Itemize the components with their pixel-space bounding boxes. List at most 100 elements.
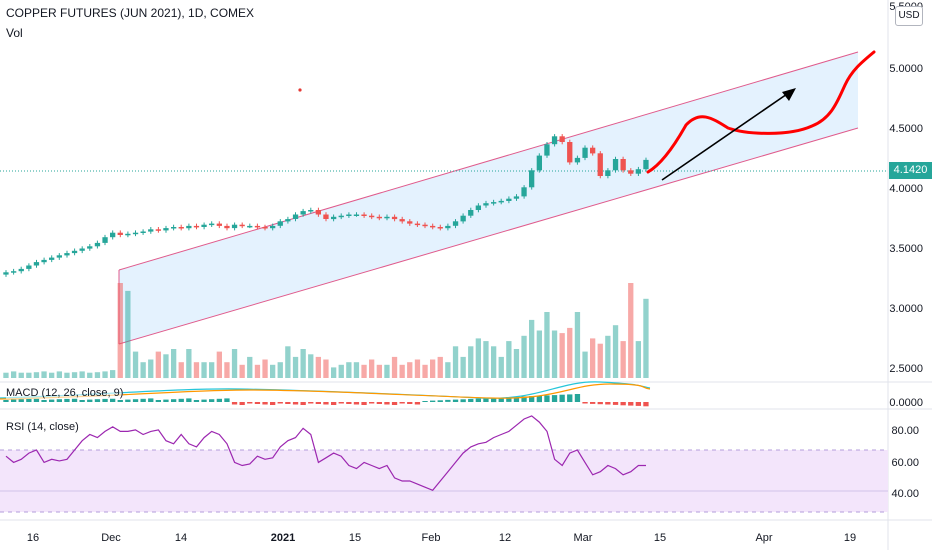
candle-body [643, 159, 649, 170]
macd-hist-bar [56, 399, 62, 402]
macd-hist-bar [452, 399, 459, 402]
volume-bar [270, 364, 276, 378]
volume-bar [353, 362, 360, 378]
macd-signal-line [0, 383, 651, 400]
macd-hist-bar [414, 402, 421, 405]
candle-body [79, 248, 85, 251]
macd-hist-bar [536, 395, 542, 403]
macd-hist-bar [178, 398, 184, 402]
time-axis[interactable]: 16 Dec 14 2021 15 Feb 12 Mar 15 Apr 19 [27, 532, 856, 544]
macd-hist-bar [125, 399, 131, 402]
time-tick-label: 15 [349, 532, 361, 544]
candle-body [521, 187, 527, 197]
candle-body [270, 225, 276, 229]
macd-hist-bar [635, 402, 641, 406]
volume-bar [178, 362, 184, 378]
macd-hist-bar [239, 402, 245, 405]
macd-hist-bar [331, 402, 337, 405]
macd-hist-bar [574, 394, 581, 402]
candle-body [483, 203, 489, 206]
volume-bar [513, 349, 520, 378]
price-axis[interactable]: 5.50005.00004.50004.00003.50003.00002.50… [889, 1, 923, 375]
candle-body [18, 268, 24, 272]
macd-hist-bar [300, 402, 306, 405]
candles [3, 134, 649, 277]
candle-body [468, 210, 474, 216]
macd-hist-bar [544, 395, 550, 402]
candle-body [559, 136, 565, 142]
candle-body [201, 224, 207, 227]
candle-body [331, 216, 337, 220]
candle-body [590, 147, 596, 154]
macd-hist-bar [277, 402, 283, 404]
candle-body [110, 232, 116, 238]
macd-tick-label: 0.0000 [889, 397, 923, 409]
candle-body [300, 211, 306, 215]
candle-body [254, 225, 261, 228]
candle-body [506, 198, 512, 201]
volume-bar [155, 351, 161, 378]
rsi-tick-label: 80.00 [891, 425, 919, 437]
rsi-label[interactable]: RSI (14, close) [6, 421, 79, 433]
candle-body [64, 253, 70, 256]
macd-hist-bar [87, 399, 93, 402]
volume-bar [605, 335, 611, 378]
volume-bar [635, 341, 641, 378]
trend-arrow-line[interactable] [661, 91, 791, 181]
volume-bar [315, 356, 321, 378]
macd-label[interactable]: MACD (12, 26, close, 9) [6, 387, 124, 399]
macd-hist-bar [216, 398, 222, 402]
macd-hist-bar [193, 400, 200, 402]
volume-bar [521, 335, 527, 378]
price-tick-label: 2.5000 [889, 363, 923, 375]
currency-badge[interactable]: USD [895, 6, 923, 26]
volume-bar [574, 312, 581, 378]
candle-body [529, 170, 535, 188]
volume-bar [3, 372, 9, 378]
macd-hist-bar [643, 402, 649, 407]
candle-body [178, 227, 184, 229]
macd-hist-bar [430, 400, 436, 402]
volume-bar [475, 338, 481, 378]
candle-body [323, 214, 329, 219]
candle-body [544, 144, 550, 156]
candle-body [582, 147, 588, 158]
volume-bar [460, 356, 466, 378]
candle-body [163, 228, 169, 231]
time-tick-label: 2021 [271, 532, 295, 544]
macd-hist-bar [567, 394, 573, 402]
volume-bar [193, 362, 200, 378]
candle-body [41, 259, 47, 263]
volume-bar [163, 354, 169, 379]
projection-curve[interactable] [646, 50, 876, 174]
candle-body [26, 265, 32, 269]
volume-bar [186, 349, 192, 378]
candle-body [292, 214, 299, 219]
candle-body [551, 136, 558, 145]
time-tick-label: Feb [422, 532, 441, 544]
macd-hist-bar [399, 402, 405, 404]
candle-body [346, 214, 352, 216]
candle-body [3, 272, 9, 275]
candle-body [171, 227, 177, 229]
macd-hist-bar [445, 399, 451, 402]
macd-hist-bar [11, 399, 17, 402]
chart-title: COPPER FUTURES (JUN 2021), 1D, COMEX [6, 6, 255, 20]
price-tick-label: 3.5000 [889, 243, 923, 255]
macd-hist-bar [292, 402, 299, 405]
candle-body [94, 242, 101, 247]
volume-bar [399, 364, 405, 378]
trend-arrow-head [782, 88, 796, 101]
candle-body [452, 221, 459, 226]
candle-body [445, 225, 451, 229]
volume-bar [285, 346, 291, 378]
volume-bar [376, 364, 382, 378]
volume-bar [224, 362, 230, 378]
macd-hist-bar [270, 402, 276, 405]
volume-bar [79, 371, 85, 378]
macd-hist-bar [26, 398, 32, 402]
volume-bar [643, 298, 649, 378]
volume-bar [551, 330, 558, 378]
